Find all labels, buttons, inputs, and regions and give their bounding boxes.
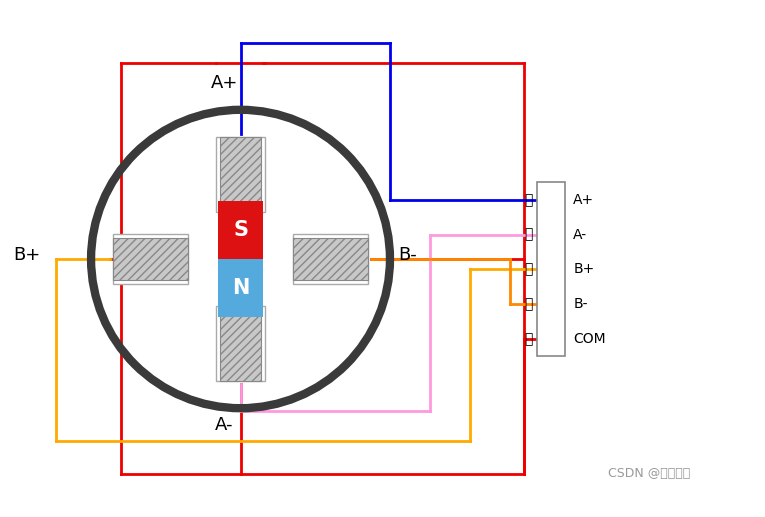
- Text: A-: A-: [215, 416, 234, 434]
- Text: 橙: 橙: [524, 297, 532, 311]
- Text: B+: B+: [13, 246, 41, 264]
- Text: 粉: 粉: [524, 227, 532, 241]
- Bar: [220, 137, 262, 212]
- Text: COM: COM: [573, 332, 606, 346]
- Bar: [217, 201, 263, 259]
- Text: A+: A+: [211, 74, 238, 92]
- Bar: [216, 137, 265, 212]
- Text: CSDN @糊涂团子: CSDN @糊涂团子: [608, 467, 690, 480]
- Text: B-: B-: [573, 297, 588, 311]
- Bar: [293, 234, 367, 284]
- Text: N: N: [232, 278, 249, 298]
- Bar: [113, 234, 188, 284]
- Bar: [216, 306, 265, 381]
- Text: A+: A+: [573, 193, 594, 207]
- Text: 红: 红: [524, 332, 532, 346]
- Text: S: S: [233, 220, 248, 240]
- Bar: [538, 183, 565, 356]
- Text: 蓝: 蓝: [524, 193, 532, 207]
- Text: B+: B+: [573, 263, 594, 277]
- Text: A-: A-: [573, 227, 588, 241]
- Text: B-: B-: [398, 246, 417, 264]
- Bar: [113, 238, 188, 280]
- Bar: [217, 259, 263, 317]
- Bar: [293, 238, 367, 280]
- Bar: [220, 306, 262, 381]
- Text: 黄: 黄: [524, 263, 532, 277]
